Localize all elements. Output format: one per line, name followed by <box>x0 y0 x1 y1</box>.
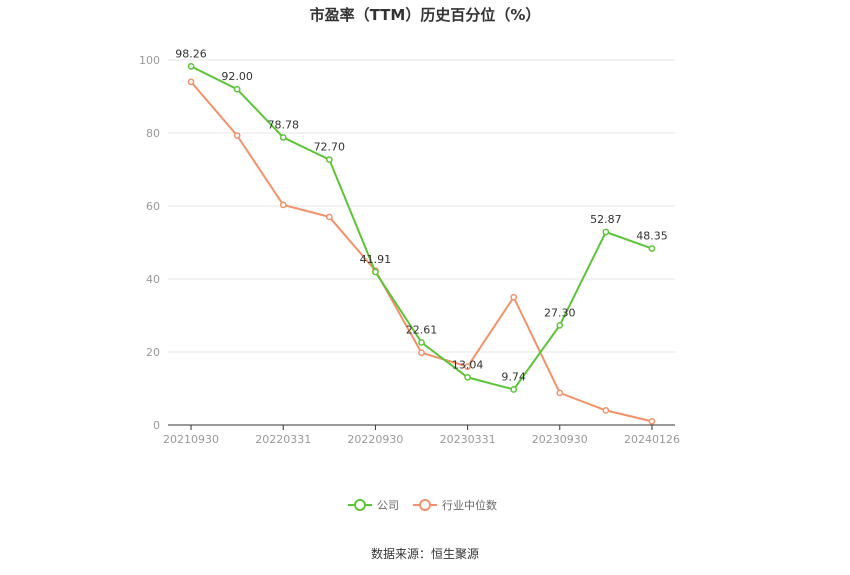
series-0-point <box>464 374 471 381</box>
x-tick-label: 20210930 <box>163 433 219 446</box>
legend-item-0[interactable]: 公司 <box>348 499 399 512</box>
series-1-point <box>556 389 564 397</box>
x-tick-label: 20220331 <box>255 433 311 446</box>
legend-swatch-marker <box>419 499 431 511</box>
series-0-point <box>233 85 241 93</box>
series-0-point <box>556 322 564 329</box>
y-tick-label: 20 <box>146 346 160 359</box>
data-source: 数据来源：恒生聚源 <box>371 546 479 561</box>
series-0-point <box>187 63 195 70</box>
series-layer: 98.26 92.00 78.78 72.70 41.91 22.61 13.04 9.74 2… <box>175 47 668 425</box>
x-tick-label: 20240126 <box>624 433 680 446</box>
data-label: 9.74 <box>501 370 526 383</box>
y-tick-label: 80 <box>146 127 160 140</box>
legend-label: 行业中位数 <box>442 498 497 512</box>
data-label: 27.30 <box>544 306 576 319</box>
y-tick-label: 40 <box>146 273 160 286</box>
x-tick-label: 20230930 <box>532 433 588 446</box>
grid-lines <box>168 59 675 353</box>
x-axis: 20210930 20220331 20220930 20230331 20230930… <box>163 424 680 446</box>
series-0-point <box>510 386 518 393</box>
x-tick-label: 20220930 <box>347 433 403 446</box>
y-tick-label: 0 <box>153 419 160 432</box>
series-0-point <box>325 156 333 163</box>
y-tick-label: 100 <box>139 54 160 67</box>
data-label: 78.78 <box>267 118 299 131</box>
y-axis-ticks: 0 20 40 60 80 100 <box>139 54 160 432</box>
series-1-point <box>602 407 610 414</box>
data-label: 13.04 <box>452 358 484 371</box>
series-0-point <box>372 268 379 276</box>
series-0-point <box>602 228 610 236</box>
data-label: 52.87 <box>590 213 622 226</box>
chart-title: 市盈率（TTM）历史百分位（%） <box>310 6 541 24</box>
legend-item-1[interactable]: 行业中位数 <box>413 498 497 512</box>
series-1-point <box>418 349 425 357</box>
data-label: 22.61 <box>406 323 438 336</box>
legend-swatch-marker <box>354 499 366 511</box>
data-label: 48.35 <box>636 230 668 243</box>
series-0-point <box>648 245 656 252</box>
series-1-point <box>233 132 241 139</box>
data-label: 92.00 <box>221 70 253 83</box>
data-label: 98.26 <box>175 47 207 60</box>
series-1-point <box>464 363 471 370</box>
legend-label: 公司 <box>377 499 399 512</box>
data-label: 72.70 <box>314 141 346 154</box>
legend[interactable]: 公司 行业中位数 <box>348 498 497 512</box>
series-1-point <box>279 201 287 209</box>
y-tick-label: 60 <box>146 200 160 213</box>
series-1-point <box>325 213 333 221</box>
series-1-point <box>648 418 656 425</box>
series-1-point <box>187 78 195 86</box>
series-0-point <box>418 339 425 346</box>
data-label: 41.91 <box>360 253 392 266</box>
series-1-point <box>510 293 518 301</box>
x-tick-label: 20230331 <box>440 433 496 446</box>
series-0-point <box>279 134 287 141</box>
